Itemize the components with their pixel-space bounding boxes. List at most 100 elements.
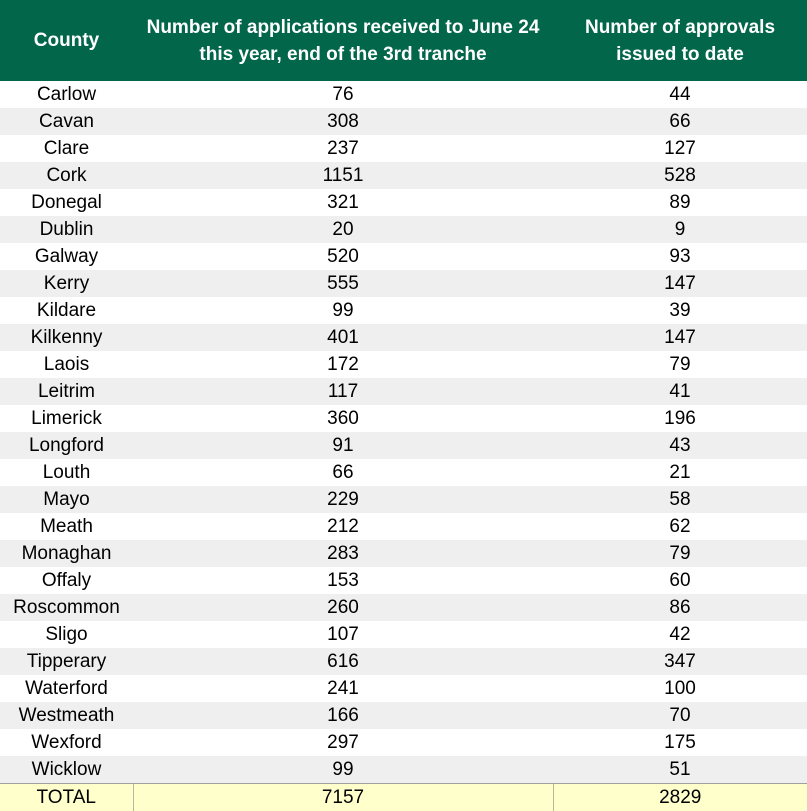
cell-county: Kerry xyxy=(0,270,133,297)
cell-applications: 153 xyxy=(133,567,553,594)
cell-county: Tipperary xyxy=(0,648,133,675)
cell-applications: 172 xyxy=(133,351,553,378)
cell-applications: 66 xyxy=(133,459,553,486)
cell-applications: 401 xyxy=(133,324,553,351)
cell-approvals: 347 xyxy=(553,648,807,675)
cell-approvals: 43 xyxy=(553,432,807,459)
cell-applications: 321 xyxy=(133,189,553,216)
cell-applications: 260 xyxy=(133,594,553,621)
cell-county: Longford xyxy=(0,432,133,459)
total-approvals: 2829 xyxy=(553,784,807,811)
cell-approvals: 79 xyxy=(553,540,807,567)
cell-applications: 91 xyxy=(133,432,553,459)
cell-approvals: 86 xyxy=(553,594,807,621)
cell-applications: 237 xyxy=(133,135,553,162)
cell-county: Wicklow xyxy=(0,756,133,784)
total-label: TOTAL xyxy=(0,784,133,811)
cell-approvals: 89 xyxy=(553,189,807,216)
cell-approvals: 147 xyxy=(553,270,807,297)
cell-county: Laois xyxy=(0,351,133,378)
cell-county: Kilkenny xyxy=(0,324,133,351)
cell-approvals: 66 xyxy=(553,108,807,135)
cell-approvals: 147 xyxy=(553,324,807,351)
total-applications: 7157 xyxy=(133,784,553,811)
cell-approvals: 60 xyxy=(553,567,807,594)
cell-applications: 20 xyxy=(133,216,553,243)
cell-applications: 241 xyxy=(133,675,553,702)
header-applications: Number of applications received to June … xyxy=(133,0,553,81)
cell-county: Waterford xyxy=(0,675,133,702)
cell-applications: 117 xyxy=(133,378,553,405)
cell-approvals: 9 xyxy=(553,216,807,243)
cell-approvals: 127 xyxy=(553,135,807,162)
cell-applications: 212 xyxy=(133,513,553,540)
cell-county: Clare xyxy=(0,135,133,162)
cell-county: Offaly xyxy=(0,567,133,594)
cell-county: Roscommon xyxy=(0,594,133,621)
cell-applications: 76 xyxy=(133,81,553,108)
cell-county: Mayo xyxy=(0,486,133,513)
cell-approvals: 70 xyxy=(553,702,807,729)
cell-county: Cavan xyxy=(0,108,133,135)
total-row: TOTAL 7157 2829 xyxy=(0,784,807,811)
cell-applications: 1151 xyxy=(133,162,553,189)
cell-approvals: 175 xyxy=(553,729,807,756)
cell-applications: 283 xyxy=(133,540,553,567)
cell-approvals: 100 xyxy=(553,675,807,702)
cell-county: Westmeath xyxy=(0,702,133,729)
cell-applications: 520 xyxy=(133,243,553,270)
cell-approvals: 196 xyxy=(553,405,807,432)
cell-county: Leitrim xyxy=(0,378,133,405)
cell-approvals: 528 xyxy=(553,162,807,189)
cell-county: Limerick xyxy=(0,405,133,432)
cell-applications: 297 xyxy=(133,729,553,756)
cell-applications: 308 xyxy=(133,108,553,135)
cell-approvals: 21 xyxy=(553,459,807,486)
cell-approvals: 93 xyxy=(553,243,807,270)
cell-approvals: 41 xyxy=(553,378,807,405)
cell-county: Louth xyxy=(0,459,133,486)
cell-applications: 99 xyxy=(133,297,553,324)
cell-county: Cork xyxy=(0,162,133,189)
cell-approvals: 79 xyxy=(553,351,807,378)
cell-county: Sligo xyxy=(0,621,133,648)
header-approvals: Number of approvals issued to date xyxy=(553,0,807,81)
cell-county: Kildare xyxy=(0,297,133,324)
cell-approvals: 42 xyxy=(553,621,807,648)
cell-county: Dublin xyxy=(0,216,133,243)
cell-approvals: 39 xyxy=(553,297,807,324)
cell-applications: 99 xyxy=(133,756,553,784)
cell-county: Wexford xyxy=(0,729,133,756)
header-row: County Number of applications received t… xyxy=(0,0,807,81)
cell-approvals: 58 xyxy=(553,486,807,513)
cell-county: Meath xyxy=(0,513,133,540)
cell-county: Monaghan xyxy=(0,540,133,567)
cell-approvals: 44 xyxy=(553,81,807,108)
